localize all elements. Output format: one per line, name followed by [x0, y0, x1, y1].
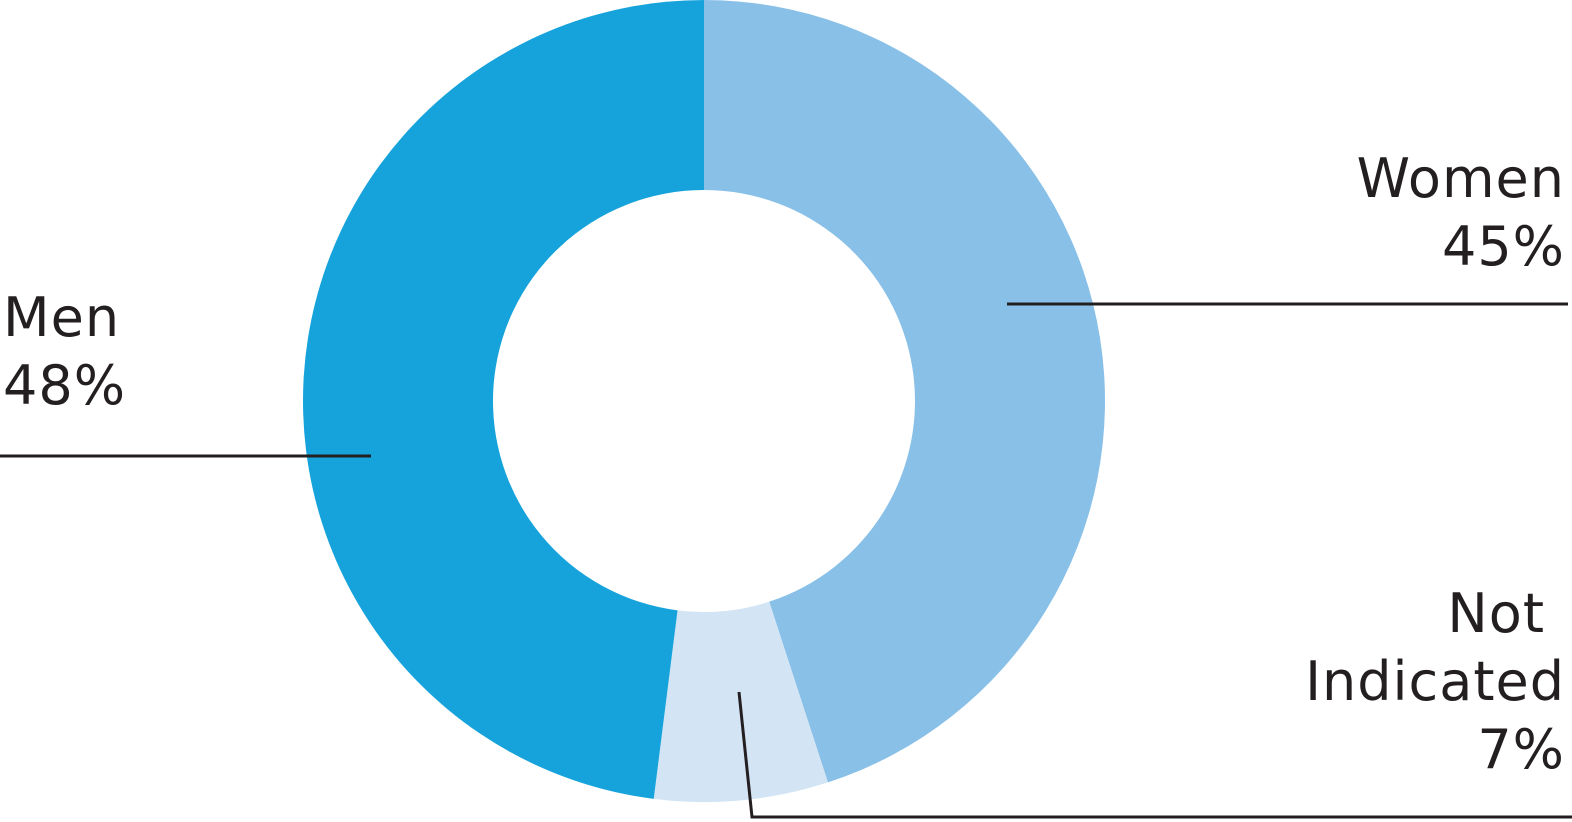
label-women: Women 45% [1357, 145, 1565, 281]
label-women-value: 45% [1441, 215, 1565, 278]
label-not-indicated: Not Indicated 7% [1265, 580, 1565, 784]
leader-line-not-indicated [737, 691, 1572, 819]
slice-men [302, 0, 704, 799]
label-women-name: Women [1356, 147, 1565, 210]
label-word: Not [1447, 582, 1545, 645]
label-men-value: 48% [3, 354, 127, 417]
label-not-indicated-name: Not Indicated [1265, 580, 1565, 716]
label-word: Indicated [1305, 650, 1565, 713]
label-men-name: Men [3, 286, 121, 349]
label-not-indicated-value: 7% [1477, 718, 1565, 781]
label-men: Men 48% [3, 284, 126, 420]
slice-women [704, 0, 1105, 783]
